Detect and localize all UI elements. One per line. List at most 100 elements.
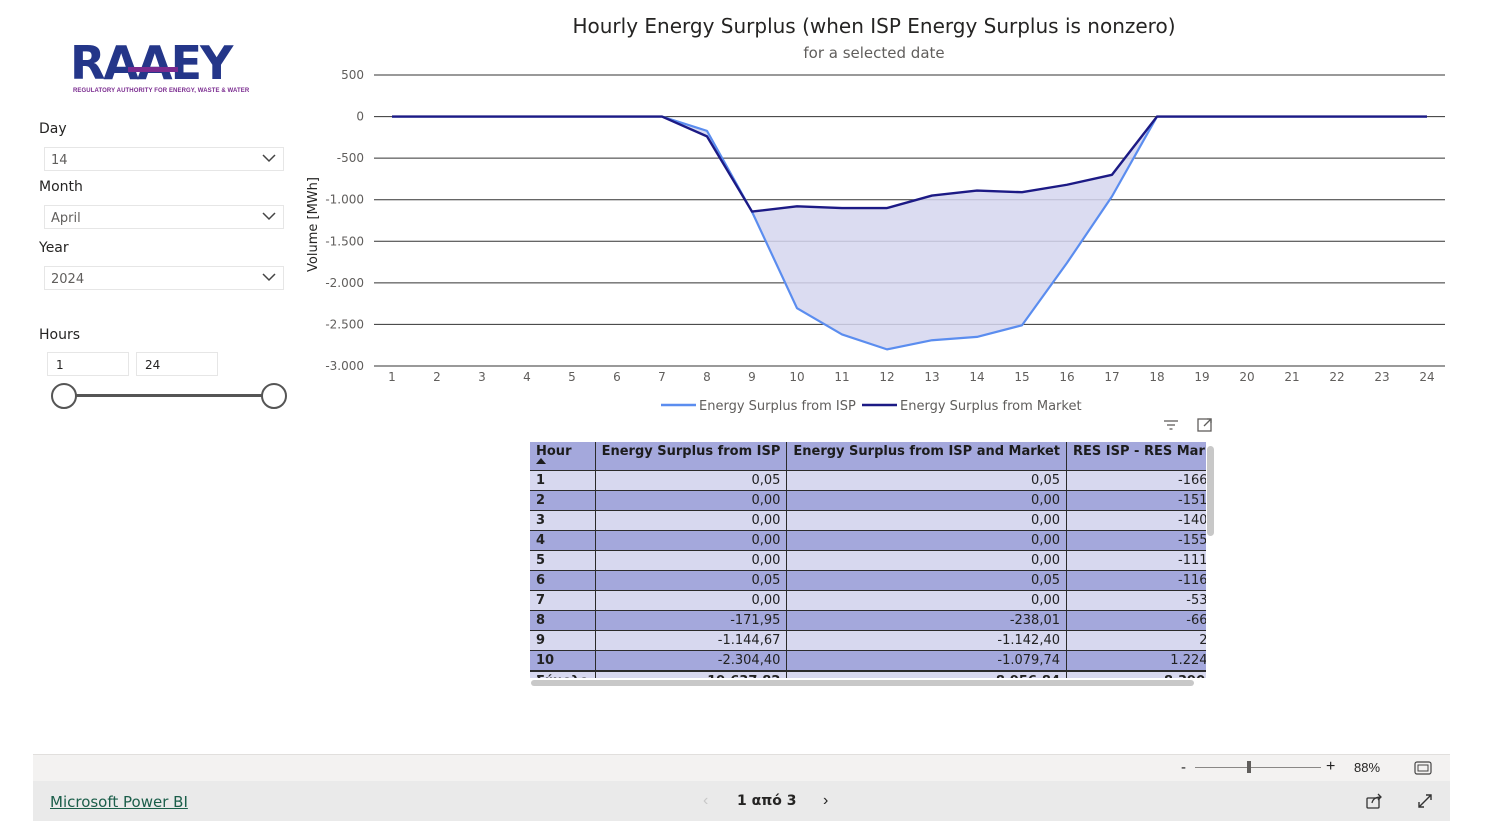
x-tick-label: 12 bbox=[879, 370, 894, 384]
table-cell: 0,00 bbox=[786, 490, 1067, 511]
chevron-down-icon bbox=[262, 212, 276, 221]
total-cell: 8.390,61 bbox=[1066, 670, 1206, 678]
zoom-in-button[interactable]: + bbox=[1326, 758, 1336, 775]
fullscreen-icon[interactable] bbox=[1416, 792, 1434, 810]
table-horizontal-scrollbar[interactable] bbox=[531, 680, 1194, 686]
x-tick-label: 20 bbox=[1239, 370, 1254, 384]
table-cell: 0,00 bbox=[786, 590, 1067, 611]
column-header[interactable]: Energy Surplus from ISP and Market bbox=[786, 442, 1067, 471]
table-row[interactable]: 10,050,05-166,33 bbox=[530, 470, 1206, 491]
table-row[interactable]: 70,000,00-53,90 bbox=[530, 590, 1206, 611]
table-cell: 8 bbox=[530, 610, 596, 631]
logo-word: RAAEY bbox=[70, 36, 233, 90]
power-bi-link[interactable]: Microsoft Power BI bbox=[50, 793, 188, 811]
x-tick-label: 18 bbox=[1149, 370, 1164, 384]
x-tick-label: 9 bbox=[748, 370, 756, 384]
table-cell: -1.079,74 bbox=[786, 650, 1067, 672]
x-tick-label: 23 bbox=[1374, 370, 1389, 384]
table-cell: 0,05 bbox=[786, 570, 1067, 591]
y-tick-label: -2.000 bbox=[325, 276, 364, 290]
x-tick-label: 13 bbox=[924, 370, 939, 384]
legend-label-1: Energy Surplus from ISP bbox=[699, 399, 856, 414]
table-cell: -238,01 bbox=[786, 610, 1067, 631]
table-row[interactable]: 50,000,00-111,69 bbox=[530, 550, 1206, 571]
y-tick-label: -1.500 bbox=[325, 234, 364, 248]
column-header[interactable]: Hour bbox=[530, 442, 596, 471]
x-tick-label: 16 bbox=[1059, 370, 1074, 384]
chevron-down-icon bbox=[262, 273, 276, 282]
chart-title: Hourly Energy Surplus (when ISP Energy S… bbox=[572, 14, 1176, 38]
next-page-icon[interactable]: › bbox=[823, 792, 829, 809]
hours-slider-start-handle[interactable] bbox=[51, 383, 77, 409]
fit-to-page-icon[interactable] bbox=[1414, 761, 1432, 775]
table-vertical-scrollbar[interactable] bbox=[1207, 446, 1214, 536]
x-tick-label: 11 bbox=[834, 370, 849, 384]
table-row[interactable]: 20,000,00-151,64 bbox=[530, 490, 1206, 511]
table-cell: -111,69 bbox=[1066, 550, 1206, 571]
hours-from-input[interactable]: 1 bbox=[47, 352, 129, 376]
table-cell: 0,05 bbox=[595, 570, 788, 591]
table-row[interactable]: 10-2.304,40-1.079,741.224,66 bbox=[530, 650, 1206, 672]
hours-from-value: 1 bbox=[56, 358, 64, 372]
table-row[interactable]: 8-171,95-238,01-66,00 bbox=[530, 610, 1206, 631]
table-cell: 0,00 bbox=[595, 490, 788, 511]
month-value: April bbox=[51, 211, 81, 226]
column-header[interactable]: RES ISP - RES Market bbox=[1066, 442, 1206, 471]
year-value: 2024 bbox=[51, 272, 85, 287]
x-tick-label: 10 bbox=[789, 370, 804, 384]
year-dropdown[interactable]: 2024 bbox=[44, 266, 284, 290]
table-row[interactable]: 9-1.144,67-1.142,402,28 bbox=[530, 630, 1206, 651]
hours-label: Hours bbox=[39, 327, 81, 343]
x-tick-label: 4 bbox=[523, 370, 531, 384]
table-cell: 6 bbox=[530, 570, 596, 591]
series-line-2 bbox=[391, 115, 1427, 213]
chevron-down-icon bbox=[262, 154, 276, 163]
share-icon[interactable] bbox=[1365, 792, 1383, 810]
y-tick-label: 0 bbox=[356, 110, 364, 124]
table-cell: -2.304,40 bbox=[595, 650, 788, 672]
table-cell: 1 bbox=[530, 470, 596, 491]
filter-icon[interactable] bbox=[1162, 416, 1180, 434]
table-total-row: Σύνολο-19.637,82-8.956,848.390,61 bbox=[530, 670, 1206, 678]
zoom-slider-thumb[interactable] bbox=[1247, 761, 1251, 773]
zoom-bar: - + 88% bbox=[33, 754, 1450, 781]
y-tick-label: -1.000 bbox=[325, 193, 364, 207]
table-row[interactable]: 40,000,00-155,25 bbox=[530, 530, 1206, 551]
table-cell: -155,25 bbox=[1066, 530, 1206, 551]
table-cell: 5 bbox=[530, 550, 596, 571]
month-dropdown[interactable]: April bbox=[44, 205, 284, 229]
x-tick-label: 1 bbox=[388, 370, 396, 384]
month-label: Month bbox=[39, 179, 83, 195]
focus-mode-icon[interactable] bbox=[1196, 416, 1214, 434]
day-dropdown[interactable]: 14 bbox=[44, 147, 284, 171]
hours-to-input[interactable]: 24 bbox=[136, 352, 218, 376]
table-cell: -116,57 bbox=[1066, 570, 1206, 591]
table-row[interactable]: 60,050,05-116,57 bbox=[530, 570, 1206, 591]
table-cell: -53,90 bbox=[1066, 590, 1206, 611]
day-label: Day bbox=[39, 121, 67, 137]
total-cell: Σύνολο bbox=[530, 670, 596, 678]
zoom-slider-track[interactable] bbox=[1195, 767, 1321, 768]
y-tick-label: -3.000 bbox=[325, 359, 364, 373]
table-cell: -166,33 bbox=[1066, 470, 1206, 491]
column-header[interactable]: Energy Surplus from ISP bbox=[595, 442, 788, 471]
table-cell: 0,00 bbox=[595, 590, 788, 611]
hours-slider-track[interactable] bbox=[64, 394, 274, 397]
x-tick-label: 24 bbox=[1419, 370, 1434, 384]
zoom-out-button[interactable]: - bbox=[1181, 759, 1186, 776]
raaey-logo: RAAEY REGULATORY AUTHORITY FOR ENERGY, W… bbox=[70, 38, 270, 98]
hours-slider-end-handle[interactable] bbox=[261, 383, 287, 409]
legend-label-2: Energy Surplus from Market bbox=[900, 399, 1082, 414]
x-tick-label: 15 bbox=[1014, 370, 1029, 384]
x-tick-label: 14 bbox=[969, 370, 984, 384]
data-table[interactable]: Hour Energy Surplus from ISP Energy Surplu… bbox=[530, 442, 1206, 678]
x-tick-label: 2 bbox=[433, 370, 441, 384]
table-cell: 0,05 bbox=[786, 470, 1067, 491]
table-cell: 0,00 bbox=[595, 510, 788, 531]
x-tick-label: 7 bbox=[658, 370, 666, 384]
table-cell: 4 bbox=[530, 530, 596, 551]
table-row[interactable]: 30,000,00-140,63 bbox=[530, 510, 1206, 531]
chart-subtitle: for a selected date bbox=[803, 44, 945, 62]
y-axis-label: Volume [MWh] bbox=[306, 177, 321, 272]
previous-page-icon[interactable]: ‹ bbox=[703, 792, 709, 809]
